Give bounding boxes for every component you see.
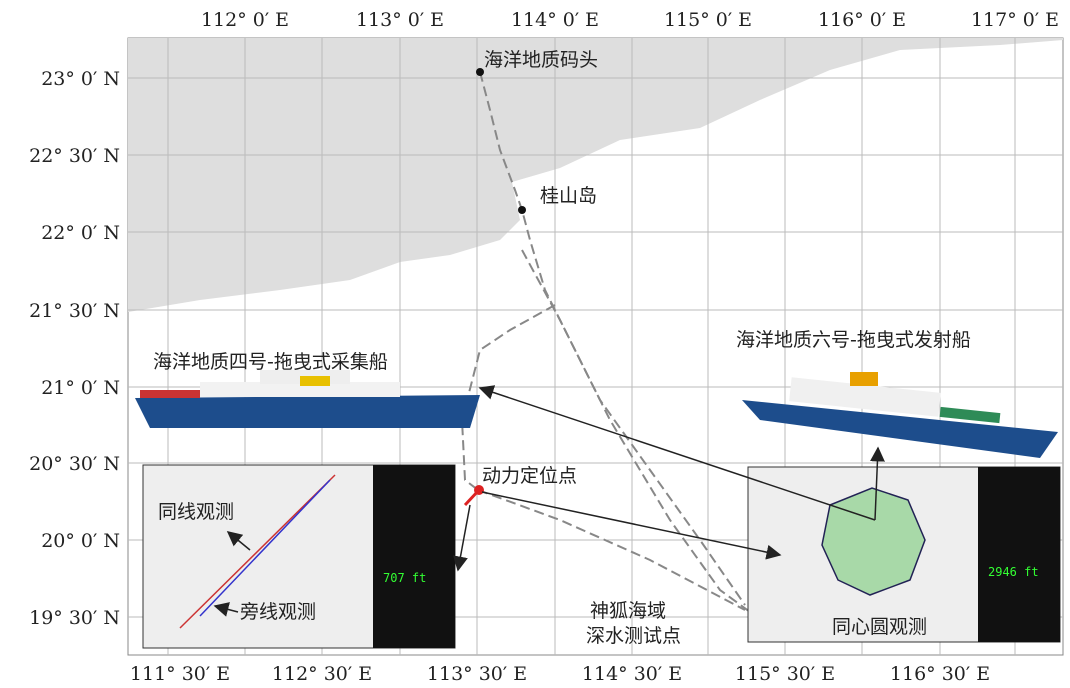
- dp-line: [463, 488, 481, 507]
- top-labels: 112° 0′ E 113° 0′ E 114° 0′ E 115° 0′ E …: [201, 9, 1059, 31]
- lon-label: 115° 0′ E: [664, 9, 752, 31]
- lat-label: 22° 0′ N: [41, 222, 120, 244]
- arrow: [226, 531, 251, 551]
- bottom-labels: 111° 30′ E 112° 30′ E 113° 30′ E 114° 30…: [130, 663, 990, 685]
- lon-label: 114° 30′ E: [582, 663, 682, 685]
- lat-label: 20° 0′ N: [41, 530, 120, 552]
- readout: 2946 ft: [988, 565, 1039, 579]
- ship-label: 海洋地质六号-拖曳式发射船: [736, 329, 971, 351]
- lat-label: 19° 30′ N: [29, 607, 120, 629]
- inset-label: 旁线观测: [240, 601, 316, 623]
- lat-label: 20° 30′ N: [29, 453, 120, 475]
- place-label: 深水测试点: [586, 625, 681, 647]
- ship-source: [742, 372, 1058, 458]
- inset-label: 同心圆观测: [832, 616, 927, 638]
- lon-label: 113° 30′ E: [427, 663, 527, 685]
- lat-label: 21° 30′ N: [29, 300, 120, 322]
- lon-label: 113° 0′ E: [356, 9, 444, 31]
- lon-label: 114° 0′ E: [511, 9, 599, 31]
- lat-label: 22° 30′ N: [29, 145, 120, 167]
- place-label: 桂山岛: [540, 185, 597, 207]
- lon-label: 117° 0′ E: [971, 9, 1059, 31]
- lon-label: 111° 30′ E: [130, 663, 230, 685]
- lat-label: 23° 0′ N: [41, 68, 120, 90]
- inset-left: 707 ft: [142, 464, 456, 649]
- readout: 707 ft: [383, 571, 426, 585]
- lat-label: 21° 0′ N: [41, 377, 120, 399]
- arrow: [453, 504, 471, 572]
- lon-label: 116° 30′ E: [890, 663, 990, 685]
- routes: [460, 71, 751, 613]
- place-label: 海洋地质码头: [484, 49, 598, 71]
- lon-label: 112° 0′ E: [201, 9, 289, 31]
- arrow: [213, 602, 239, 617]
- place-label: 动力定位点: [482, 465, 577, 487]
- inset-label: 同线观测: [158, 501, 234, 523]
- arrow: [481, 491, 782, 560]
- arrow: [478, 385, 876, 521]
- port-marker: [476, 68, 484, 76]
- lon-label: 112° 30′ E: [272, 663, 372, 685]
- arrow: [869, 446, 885, 521]
- left-labels: 23° 0′ N 22° 30′ N 22° 0′ N 21° 30′ N 21…: [29, 68, 120, 629]
- inset-right: 2946 ft: [747, 466, 1061, 643]
- lon-label: 115° 30′ E: [735, 663, 835, 685]
- ship-receiver: [135, 370, 480, 428]
- land: [128, 38, 1063, 312]
- place-label: 神狐海域: [590, 600, 666, 622]
- lon-label: 116° 0′ E: [818, 9, 906, 31]
- ship-label: 海洋地质四号-拖曳式采集船: [153, 351, 388, 373]
- island-marker: [518, 206, 526, 214]
